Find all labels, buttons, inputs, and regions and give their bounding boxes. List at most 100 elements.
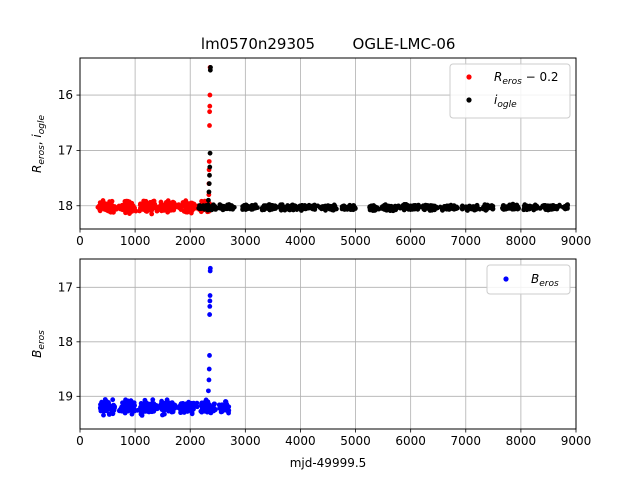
point-blue-outburst (207, 353, 212, 358)
point-blue (209, 406, 215, 412)
y-tick-label: 18 (58, 335, 73, 349)
point-blue (110, 397, 116, 403)
point-blue (205, 404, 211, 410)
point-blue (224, 408, 230, 413)
bottom-ylabel-b: B (30, 350, 44, 358)
point-blue-outburst (206, 388, 211, 394)
point-black (206, 207, 212, 213)
point-black-outburst (206, 189, 212, 195)
point-blue (160, 412, 165, 418)
x-tick-label: 6000 (395, 434, 426, 448)
x-tick-label: 1000 (120, 234, 151, 248)
point-red (158, 205, 164, 210)
point-black (371, 204, 377, 210)
point-red (137, 208, 142, 214)
point-black (504, 204, 510, 210)
point-black (563, 205, 569, 210)
point-black (298, 208, 304, 213)
bottom-ylabel: Beros (30, 330, 47, 358)
point-blue (119, 408, 125, 414)
x-tick-label: 2000 (175, 234, 206, 248)
legend-label-i-ogle: iogle (494, 93, 517, 110)
legend-label-r-eros: Reros − 0.2 (494, 70, 559, 87)
point-blue (217, 405, 222, 411)
point-blue (120, 400, 125, 406)
point-red-outburst (207, 92, 213, 98)
point-black (266, 202, 272, 207)
point-black-outburst (206, 197, 211, 203)
point-black (511, 202, 517, 208)
point-black (515, 206, 521, 212)
point-red (183, 203, 189, 208)
point-red (149, 206, 154, 212)
point-black (550, 203, 556, 208)
point-black (522, 204, 528, 210)
point-red (158, 199, 164, 205)
point-blue (139, 412, 145, 418)
point-black (465, 208, 470, 213)
point-blue (141, 405, 147, 411)
point-blue (159, 407, 165, 412)
y-tick-label: 17 (58, 280, 73, 294)
point-red (188, 205, 194, 210)
point-red (145, 202, 151, 208)
point-red (167, 206, 173, 212)
x-tick-label: 7000 (451, 434, 482, 448)
x-tick-label: 3000 (230, 234, 261, 248)
chart-title-object: lm0570n29305 (201, 35, 315, 53)
point-red-outburst (207, 109, 213, 115)
point-blue (130, 405, 136, 411)
point-black (200, 203, 206, 209)
point-black (473, 207, 479, 212)
bottom-ylabel-b-sub: eros (37, 330, 47, 350)
x-tick-label: 8000 (506, 234, 537, 248)
point-blue (179, 404, 185, 410)
point-black (411, 203, 417, 209)
x-tick-label: 5000 (340, 234, 371, 248)
point-blue (165, 405, 171, 411)
x-tick-label: 2000 (175, 434, 206, 448)
point-red (152, 201, 158, 207)
point-red (108, 203, 114, 208)
point-black (306, 205, 312, 211)
top-ylabel-i-sub: ogle (37, 115, 47, 135)
top-legend-box (449, 63, 571, 119)
point-red (141, 200, 147, 206)
point-blue (98, 408, 104, 414)
point-blue (103, 403, 108, 409)
point-blue-outburst (207, 293, 213, 298)
x-tick-label: 5000 (340, 434, 371, 448)
point-black (428, 203, 433, 209)
bottom-legend: Beros (486, 264, 571, 295)
point-black-outburst (205, 203, 211, 209)
top-legend: Reros − 0.2 iogle (449, 63, 571, 119)
point-blue (106, 412, 112, 417)
point-black-outburst (206, 181, 212, 187)
point-blue (165, 400, 171, 406)
legend-marker-i-ogle (466, 97, 472, 103)
point-black (220, 205, 226, 211)
legend-r-main: R (494, 70, 502, 84)
point-blue-outburst (207, 304, 213, 309)
point-blue (169, 403, 175, 409)
point-red (125, 209, 131, 214)
point-red (122, 203, 127, 208)
point-blue (187, 404, 193, 410)
x-tick-label: 9000 (561, 434, 592, 448)
point-black (434, 205, 440, 211)
point-black (393, 204, 399, 210)
top-ylabel-r-sub: eros (37, 145, 47, 165)
point-red (149, 211, 155, 217)
bottom-xlabel: mjd-49999.5 (290, 456, 367, 470)
x-tick-label: 4000 (285, 234, 316, 248)
legend-label-b-eros: Beros (531, 272, 559, 289)
point-blue (130, 400, 136, 406)
point-red (96, 203, 102, 209)
x-tick-label: 0 (76, 234, 84, 248)
point-black (531, 206, 536, 211)
point-black (246, 204, 252, 210)
point-black (278, 202, 284, 208)
y-tick-label: 17 (58, 143, 73, 157)
point-blue (212, 401, 217, 407)
